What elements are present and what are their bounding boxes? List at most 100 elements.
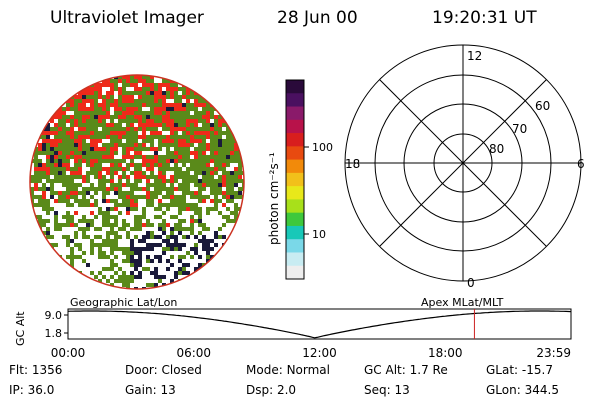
disk-pixel [186, 183, 190, 187]
disk-pixel [122, 159, 126, 163]
disk-pixel [202, 179, 206, 183]
disk-pixel [214, 163, 218, 167]
disk-pixel [106, 83, 110, 87]
disk-pixel [158, 175, 162, 179]
disk-pixel [242, 187, 244, 191]
disk-pixel [66, 243, 70, 247]
disk-pixel [130, 275, 134, 279]
disk-pixel [142, 131, 146, 135]
disk-pixel [186, 271, 190, 275]
disk-pixel [118, 187, 122, 191]
disk-pixel [202, 183, 206, 187]
disk-pixel [170, 179, 174, 183]
disk-pixel [206, 123, 210, 127]
disk-pixel [222, 131, 226, 135]
disk-pixel [210, 135, 214, 139]
disk-pixel [198, 179, 202, 183]
mlt-label-bottom: 0 [467, 276, 475, 290]
disk-pixel [126, 191, 130, 195]
disk-pixel [102, 211, 106, 215]
disk-pixel [186, 155, 190, 159]
disk-pixel [98, 179, 102, 183]
disk-pixel [226, 215, 230, 219]
disk-pixel [122, 171, 126, 175]
disk-pixel [98, 111, 102, 115]
disk-pixel [182, 179, 186, 183]
disk-pixel [66, 107, 70, 111]
disk-pixel [186, 99, 190, 103]
disk-pixel [146, 247, 150, 251]
disk-pixel [170, 95, 174, 99]
disk-pixel [194, 147, 198, 151]
disk-pixel [58, 123, 62, 127]
disk-pixel [162, 171, 166, 175]
disk-pixel [162, 115, 166, 119]
disk-pixel [90, 119, 94, 123]
disk-pixel [98, 147, 102, 151]
disk-pixel [74, 123, 78, 127]
disk-pixel [146, 255, 150, 259]
disk-pixel [102, 175, 106, 179]
disk-pixel [206, 155, 210, 159]
disk-pixel [122, 259, 126, 263]
disk-pixel [178, 187, 182, 191]
disk-pixel [202, 235, 206, 239]
disk-pixel [150, 119, 154, 123]
disk-pixel [190, 131, 194, 135]
disk-pixel [86, 191, 90, 195]
disk-pixel [118, 167, 122, 171]
disk-pixel [126, 139, 130, 143]
disk-pixel [154, 155, 158, 159]
disk-pixel [146, 179, 150, 183]
disk-pixel [54, 175, 58, 179]
disk-pixel [150, 111, 154, 115]
disk-pixel [58, 147, 62, 151]
disk-pixel [66, 211, 70, 215]
disk-pixel [150, 231, 154, 235]
disk-pixel [62, 119, 66, 123]
disk-pixel [166, 107, 170, 111]
disk-pixel [198, 171, 202, 175]
disk-pixel [114, 87, 118, 91]
disk-pixel [50, 159, 54, 163]
disk-pixel [86, 223, 90, 227]
disk-pixel [178, 211, 182, 215]
disk-pixel [194, 247, 198, 251]
disk-pixel [150, 91, 154, 95]
disk-pixel [66, 131, 70, 135]
disk-pixel [162, 119, 166, 123]
disk-pixel [170, 139, 174, 143]
disk-pixel [178, 243, 182, 247]
disk-pixel [46, 199, 50, 203]
disk-pixel [78, 167, 82, 171]
disk-pixel [50, 127, 54, 131]
disk-pixel [238, 167, 242, 171]
disk-pixel [70, 223, 74, 227]
disk-pixel [90, 139, 94, 143]
disk-pixel [74, 167, 78, 171]
disk-pixel [90, 115, 94, 119]
disk-pixel [158, 227, 162, 231]
disk-pixel [202, 131, 206, 135]
disk-pixel [158, 255, 162, 259]
disk-pixel [110, 243, 114, 247]
disk-pixel [34, 151, 38, 155]
disk-pixel [66, 255, 70, 259]
disk-pixel [134, 227, 138, 231]
disk-pixel [118, 99, 122, 103]
disk-pixel [158, 155, 162, 159]
disk-pixel [106, 79, 110, 83]
disk-pixel [150, 163, 154, 167]
disk-pixel [78, 227, 82, 231]
disk-pixel [190, 223, 194, 227]
disk-pixel [158, 115, 162, 119]
disk-pixel [198, 207, 202, 211]
disk-pixel [38, 143, 42, 147]
disk-pixel [46, 227, 50, 231]
disk-pixel [166, 203, 170, 207]
disk-pixel [174, 203, 178, 207]
disk-pixel [166, 267, 170, 271]
disk-pixel [110, 207, 114, 211]
disk-pixel [90, 271, 94, 275]
disk-pixel [78, 123, 82, 127]
